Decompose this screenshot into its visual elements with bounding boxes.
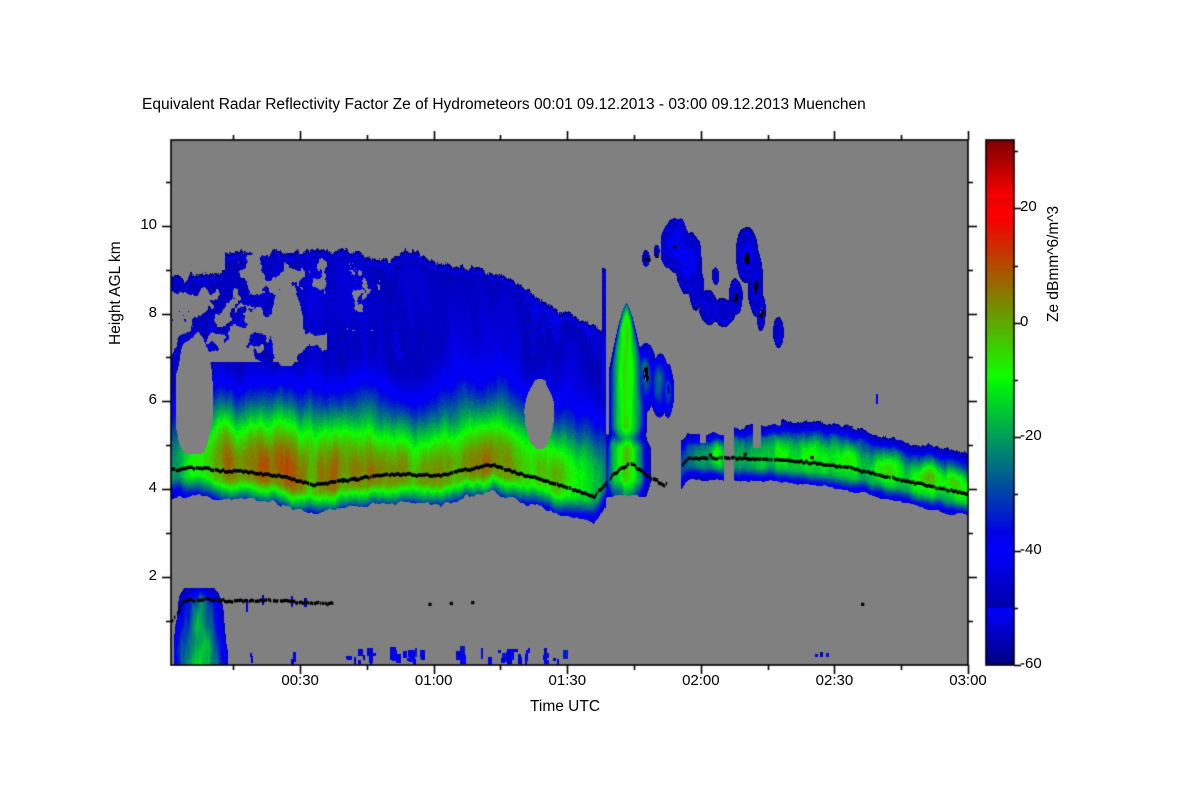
colorbar-label: Ze dBmm^6/m^3: [1045, 205, 1062, 322]
y-tick-label: 6: [148, 391, 157, 409]
colorbar-tick-label: -40: [1020, 540, 1042, 558]
x-axis-label: Time UTC: [530, 698, 601, 715]
y-tick-label: 8: [148, 303, 157, 321]
y-axis-label: Height AGL km: [107, 241, 124, 345]
x-tick-label: 01:00: [414, 672, 453, 689]
colorbar-tick-label: 20: [1020, 198, 1037, 216]
x-tick-label: 03:00: [949, 672, 987, 689]
colorbar-tick-label: -60: [1020, 655, 1042, 672]
y-tick-label: 4: [148, 479, 157, 497]
page-title: Equivalent Radar Reflectivity Factor Ze …: [142, 96, 866, 113]
x-tick-label: 02:30: [815, 672, 854, 689]
y-tick-label: 10: [140, 215, 157, 233]
x-tick-label: 01:30: [548, 672, 587, 689]
colorbar-tick-label: -20: [1020, 426, 1042, 444]
colorbar-tick-label: 0: [1020, 312, 1029, 330]
x-tick-label: 00:30: [281, 672, 319, 689]
x-tick-label: 02:00: [682, 672, 720, 689]
y-tick-label: 2: [148, 567, 157, 585]
